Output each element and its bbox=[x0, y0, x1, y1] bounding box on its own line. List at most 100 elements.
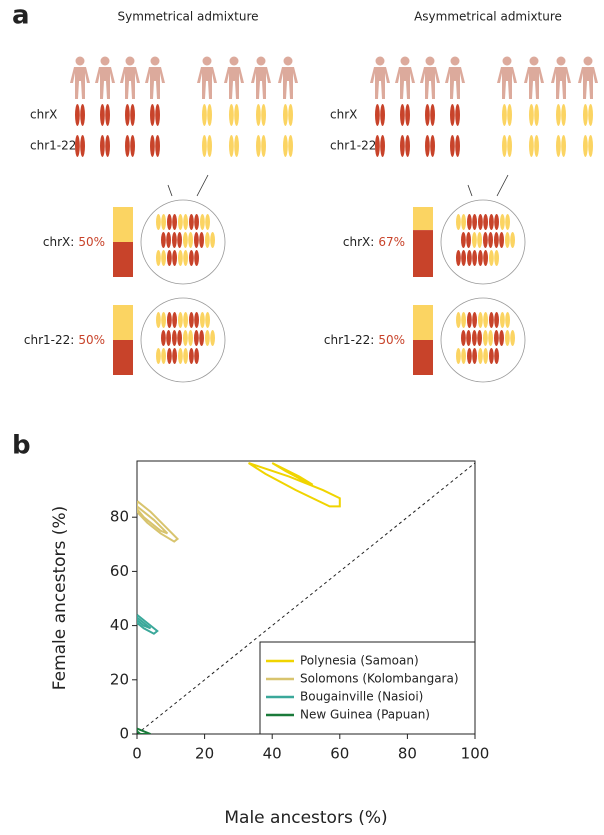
chromosome bbox=[234, 104, 240, 126]
chromosome bbox=[100, 135, 105, 157]
chromosome bbox=[178, 348, 183, 364]
chromosome bbox=[156, 250, 161, 266]
person-body bbox=[420, 67, 440, 99]
chromosome bbox=[177, 330, 183, 346]
chromosome bbox=[489, 214, 494, 230]
chromosome bbox=[461, 250, 466, 266]
chromosome bbox=[507, 104, 512, 126]
chromosome-label: chrX bbox=[330, 108, 357, 122]
chromosome bbox=[194, 348, 200, 364]
chromosome bbox=[483, 312, 488, 328]
ratio-value: 50% bbox=[78, 333, 105, 347]
chromosome bbox=[156, 312, 161, 328]
chromosome bbox=[172, 330, 177, 346]
chromosome bbox=[189, 348, 194, 364]
person-icon bbox=[445, 56, 465, 99]
person-body bbox=[251, 67, 271, 99]
chromosome bbox=[472, 330, 477, 346]
chromosome bbox=[80, 135, 85, 157]
chromosome bbox=[467, 214, 472, 230]
chromosome bbox=[234, 135, 240, 157]
pool-circle bbox=[440, 297, 526, 383]
chromosome bbox=[483, 330, 488, 346]
person-head bbox=[75, 56, 85, 66]
ratio-bar bbox=[113, 242, 133, 277]
chromosome bbox=[178, 214, 183, 230]
chromosome bbox=[100, 104, 105, 126]
chromosome bbox=[502, 104, 507, 126]
ratio-name: chrX: bbox=[43, 235, 74, 249]
chromosome bbox=[288, 135, 293, 157]
chromosome bbox=[466, 330, 471, 346]
chromosome bbox=[288, 104, 293, 126]
chromosome bbox=[405, 104, 410, 126]
y-tick-label: 40 bbox=[110, 616, 129, 634]
chromosome bbox=[466, 232, 471, 248]
person-head bbox=[375, 56, 385, 66]
contour-line bbox=[137, 613, 159, 635]
chromosome-label: chr1-22 bbox=[30, 139, 76, 153]
chromosome bbox=[183, 348, 189, 364]
chromosome bbox=[505, 330, 510, 346]
chromosome bbox=[478, 214, 483, 230]
chromosome bbox=[529, 104, 534, 126]
chromosome bbox=[155, 135, 161, 157]
person-body bbox=[70, 67, 90, 99]
ratio-bar bbox=[413, 230, 433, 277]
person-icon bbox=[95, 56, 115, 99]
chromosome bbox=[161, 232, 166, 248]
legend-label: New Guinea (Papuan) bbox=[300, 708, 430, 722]
person-icon bbox=[145, 56, 165, 99]
ratio-value: 67% bbox=[378, 235, 405, 249]
ratio-label: chrX: 67% bbox=[343, 235, 405, 249]
chromosome bbox=[105, 135, 110, 157]
chromosome bbox=[430, 104, 435, 126]
person-head bbox=[425, 56, 435, 66]
chromosome bbox=[461, 348, 466, 364]
contour-line bbox=[137, 727, 151, 734]
chromosome bbox=[283, 104, 288, 126]
chromosome bbox=[156, 348, 161, 364]
chromosome bbox=[505, 312, 510, 328]
chromosome bbox=[194, 232, 199, 248]
chromosome bbox=[400, 135, 405, 157]
chromosome bbox=[483, 348, 488, 364]
chromosome bbox=[183, 330, 188, 346]
chromosome bbox=[256, 135, 261, 157]
x-tick-label: 20 bbox=[195, 745, 214, 763]
pool-circle bbox=[140, 297, 226, 383]
chromosome bbox=[500, 214, 505, 230]
panel-label: a bbox=[12, 1, 30, 31]
person-body bbox=[395, 67, 415, 99]
chromosome bbox=[425, 104, 430, 126]
chromosome bbox=[189, 214, 194, 230]
person-head bbox=[150, 56, 160, 66]
chromosome bbox=[205, 330, 210, 346]
chromosome bbox=[205, 232, 210, 248]
person-icon bbox=[224, 56, 244, 99]
chromosome bbox=[583, 104, 588, 126]
chromosome bbox=[510, 330, 515, 346]
chromosome bbox=[456, 348, 461, 364]
chromosome bbox=[505, 232, 510, 248]
chromosome bbox=[561, 104, 566, 126]
person-head bbox=[229, 56, 239, 66]
chromosome bbox=[161, 214, 167, 230]
person-icon bbox=[497, 56, 517, 99]
ratio-segment-rest bbox=[413, 305, 433, 340]
y-tick-label: 0 bbox=[119, 725, 129, 743]
chromosome bbox=[75, 135, 80, 157]
chromosome bbox=[202, 104, 207, 126]
chromosome bbox=[194, 214, 200, 230]
chromosome bbox=[183, 232, 188, 248]
person-icon bbox=[370, 56, 390, 99]
chromosome-label: chrX bbox=[30, 108, 57, 122]
person-icon bbox=[70, 56, 90, 99]
person-icon bbox=[197, 56, 217, 99]
chromosome bbox=[161, 250, 167, 266]
chromosome bbox=[178, 250, 183, 266]
person-body bbox=[197, 67, 217, 99]
chromosome bbox=[455, 104, 460, 126]
chromosome bbox=[489, 250, 494, 266]
ratio-label: chrX: 50% bbox=[43, 235, 105, 249]
